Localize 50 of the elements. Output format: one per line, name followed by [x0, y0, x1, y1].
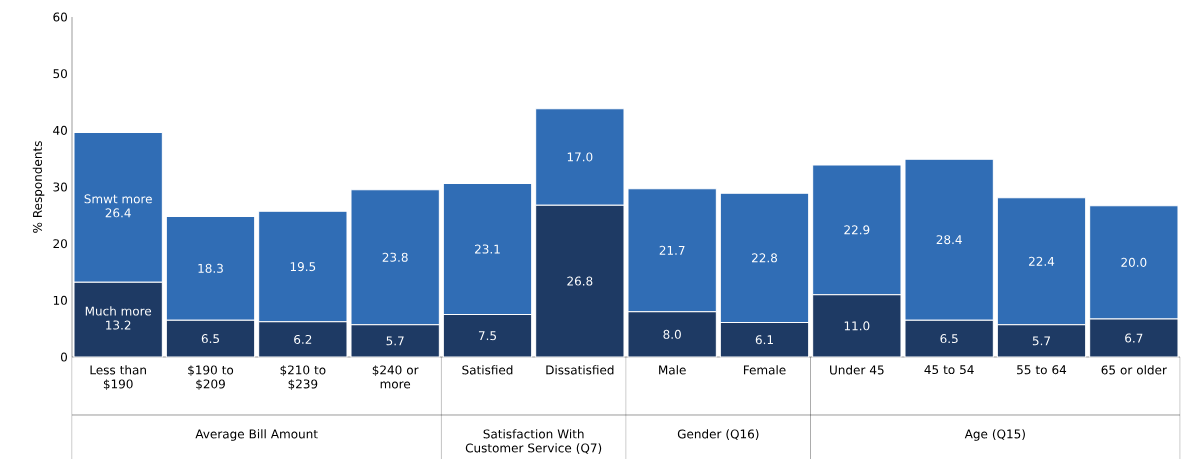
data-label: 6.2 — [294, 334, 312, 344]
data-label: 19.5 — [290, 262, 316, 272]
data-label: 26.4 — [105, 208, 131, 218]
x-tick-label: $240 or more — [372, 365, 419, 389]
series-label: Smwt more — [84, 194, 152, 204]
data-label: 23.8 — [382, 252, 408, 262]
x-tick-label: Less than $190 — [90, 365, 146, 391]
data-label: 6.7 — [1125, 333, 1143, 343]
y-axis-title: % Respondents — [32, 141, 45, 233]
y-tick-label: 30 — [53, 182, 67, 192]
data-label: 26.8 — [567, 276, 593, 286]
x-tick-label: $190 to $209 — [188, 365, 234, 391]
x-tick-label: Under 45 — [830, 365, 884, 375]
data-label: 11.0 — [844, 321, 870, 331]
x-tick-label: $210 to $239 — [280, 365, 326, 391]
x-tick-label: 55 to 64 — [1017, 365, 1067, 375]
y-tick-label: 10 — [53, 295, 67, 305]
data-label: 6.1 — [755, 335, 773, 345]
data-label: 13.2 — [106, 320, 131, 330]
data-label: 22.9 — [844, 225, 870, 235]
data-label: 20.0 — [1121, 257, 1147, 267]
data-label: 6.5 — [201, 334, 219, 344]
y-tick-label: 40 — [53, 125, 67, 135]
text: Average Bill Amount — [195, 429, 318, 441]
text: Age (Q15) — [964, 429, 1025, 441]
data-label: 23.1 — [475, 244, 500, 254]
text: Satisfaction With Customer Service (Q7) — [465, 429, 602, 454]
data-label: 22.4 — [1029, 256, 1055, 266]
data-label: 5.7 — [1032, 336, 1051, 346]
x-tick-label: Dissatisfied — [546, 365, 614, 375]
data-label: 18.3 — [198, 263, 223, 273]
x-tick-label: 45 to 54 — [924, 365, 974, 375]
y-tick-label: 0 — [60, 352, 68, 362]
x-tick-label: 65 or older — [1101, 365, 1167, 375]
x-tick-label: Satisfied — [462, 365, 513, 375]
data-label: 28.4 — [936, 235, 962, 245]
data-label: 6.5 — [940, 334, 958, 344]
series-label: Much more — [85, 306, 152, 316]
data-label: 21.7 — [659, 245, 685, 255]
data-label: 8.0 — [663, 329, 681, 339]
data-label: 5.7 — [386, 336, 404, 346]
data-label: 22.8 — [752, 253, 778, 263]
y-tick-label: 20 — [53, 239, 67, 249]
x-tick-label: Female — [743, 365, 786, 375]
y-tick-label: 50 — [53, 69, 67, 79]
data-label: 17.0 — [567, 152, 593, 162]
text: Gender (Q16) — [677, 429, 759, 440]
x-tick-label: Male — [659, 365, 686, 375]
data-label: 7.5 — [478, 331, 496, 341]
y-tick-label: 60 — [53, 12, 67, 22]
